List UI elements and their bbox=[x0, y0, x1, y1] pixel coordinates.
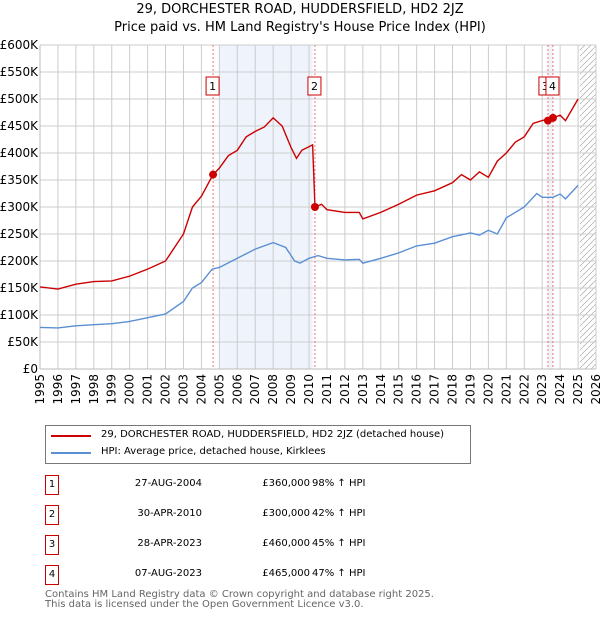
x-tick-label: 2000 bbox=[123, 374, 137, 405]
plot-area: 1995 1996 1997 1998 1999 2000 2001 2002 2003 2004… bbox=[0, 38, 600, 405]
x-tick-label: 2010 bbox=[302, 374, 316, 405]
x-tick-label: 2026 bbox=[589, 374, 600, 405]
sale-label: 4 bbox=[549, 80, 556, 93]
x-tick-label: 2007 bbox=[248, 374, 262, 405]
x-tick-label: 2008 bbox=[266, 374, 280, 405]
y-tick-label: £550K bbox=[0, 65, 39, 79]
sale-date: 27-AUG-2004 bbox=[134, 478, 202, 489]
x-tick-label: 2009 bbox=[284, 374, 298, 405]
sale-number: 4 bbox=[45, 565, 59, 585]
x-tick-label: 2022 bbox=[517, 374, 531, 405]
x-tick-label: 1998 bbox=[87, 374, 101, 405]
x-tick-label: 2012 bbox=[338, 374, 352, 405]
x-tick-label: 2020 bbox=[481, 374, 495, 405]
sale-hpi: 45% ↑ HPI bbox=[312, 538, 366, 549]
x-tick-label: 2015 bbox=[392, 374, 406, 405]
legend-line-property bbox=[51, 435, 91, 437]
sale-row: 3 28-APR-2023 £460,000 45% ↑ HPI bbox=[45, 535, 465, 555]
sale-label-box bbox=[205, 76, 220, 96]
sale-label: 1 bbox=[209, 80, 216, 93]
y-tick-label: £600K bbox=[0, 38, 39, 52]
sale-price: £460,000 bbox=[262, 538, 310, 549]
y-tick-label: £100K bbox=[0, 308, 39, 322]
sale-hpi: 47% ↑ HPI bbox=[312, 568, 366, 579]
sale-price: £300,000 bbox=[262, 508, 310, 519]
x-tick-label: 1999 bbox=[105, 374, 119, 405]
y-tick-label: £500K bbox=[0, 92, 39, 106]
legend: 29, DORCHESTER ROAD, HUDDERSFIELD, HD2 2… bbox=[45, 425, 471, 464]
x-tick-label: 2024 bbox=[553, 374, 567, 405]
x-tick-label: 2013 bbox=[356, 374, 370, 405]
x-tick-label: 2016 bbox=[410, 374, 424, 405]
sale-hpi: 42% ↑ HPI bbox=[312, 508, 366, 519]
sale-hpi: 98% ↑ HPI bbox=[312, 478, 366, 489]
legend-label-hpi: HPI: Average price, detached house, Kirk… bbox=[101, 446, 326, 457]
sale-number: 1 bbox=[45, 475, 59, 495]
sale-label-box bbox=[307, 76, 322, 96]
y-tick-label: £0 bbox=[23, 362, 38, 376]
sale-date: 30-APR-2010 bbox=[137, 508, 202, 519]
x-tick-label: 2004 bbox=[194, 374, 208, 405]
legend-line-hpi bbox=[51, 452, 91, 454]
x-tick-label: 2003 bbox=[176, 374, 190, 405]
y-tick-label: £150K bbox=[0, 281, 39, 295]
sale-point bbox=[209, 170, 218, 179]
x-tick-label: 2011 bbox=[320, 374, 334, 405]
sale-label: 3 bbox=[542, 80, 549, 93]
chart-subtitle: Price paid vs. HM Land Registry's House … bbox=[114, 20, 486, 35]
x-tick-label: 2025 bbox=[571, 374, 585, 405]
series-line-hpi bbox=[39, 184, 579, 329]
sale-label-box bbox=[545, 76, 560, 96]
sale-date: 28-APR-2023 bbox=[137, 538, 202, 549]
sale-price: £360,000 bbox=[262, 478, 310, 489]
y-tick-label: £300K bbox=[0, 200, 39, 214]
x-tick-label: 2014 bbox=[374, 374, 388, 405]
sale-number: 3 bbox=[45, 535, 59, 555]
sale-point bbox=[310, 203, 319, 211]
sale-number: 2 bbox=[45, 505, 59, 525]
footer: Contains HM Land Registry data © Crown c… bbox=[45, 590, 434, 610]
footer-line-1: Contains HM Land Registry data © Crown c… bbox=[45, 589, 434, 600]
x-tick-label: 2023 bbox=[535, 374, 549, 405]
x-tick-label: 2006 bbox=[230, 374, 244, 405]
sale-row: 2 30-APR-2010 £300,000 42% ↑ HPI bbox=[45, 505, 465, 525]
x-tick-label: 1996 bbox=[51, 374, 65, 405]
sale-row: 4 07-AUG-2023 £465,000 47% ↑ HPI bbox=[45, 565, 465, 585]
x-tick-label: 2021 bbox=[499, 374, 513, 405]
x-tick-label: 2005 bbox=[212, 374, 226, 405]
x-tick-label: 2019 bbox=[463, 374, 477, 405]
y-tick-label: £200K bbox=[0, 254, 39, 268]
y-tick-label: £350K bbox=[0, 173, 39, 187]
y-tick-label: £250K bbox=[0, 227, 39, 241]
sale-point bbox=[548, 113, 557, 122]
x-tick-label: 2017 bbox=[428, 374, 442, 405]
y-tick-label: £450K bbox=[0, 119, 39, 133]
x-tick-label: 2002 bbox=[159, 374, 173, 405]
x-tick-label: 2018 bbox=[446, 374, 460, 405]
x-tick-label: 1995 bbox=[33, 374, 47, 405]
x-tick-label: 2001 bbox=[141, 374, 155, 405]
sale-row: 1 27-AUG-2004 £360,000 98% ↑ HPI bbox=[45, 475, 465, 495]
chart-title: 29, DORCHESTER ROAD, HUDDERSFIELD, HD2 2… bbox=[136, 2, 464, 17]
footer-line-2: This data is licensed under the Open Gov… bbox=[45, 599, 364, 610]
x-tick-label: 1997 bbox=[69, 374, 83, 405]
legend-label-property: 29, DORCHESTER ROAD, HUDDERSFIELD, HD2 2… bbox=[101, 429, 444, 440]
sale-label: 2 bbox=[311, 80, 318, 93]
sale-price: £465,000 bbox=[262, 568, 310, 579]
y-tick-label: £400K bbox=[0, 146, 39, 160]
sale-date: 07-AUG-2023 bbox=[134, 568, 202, 579]
y-tick-label: £50K bbox=[7, 335, 39, 349]
